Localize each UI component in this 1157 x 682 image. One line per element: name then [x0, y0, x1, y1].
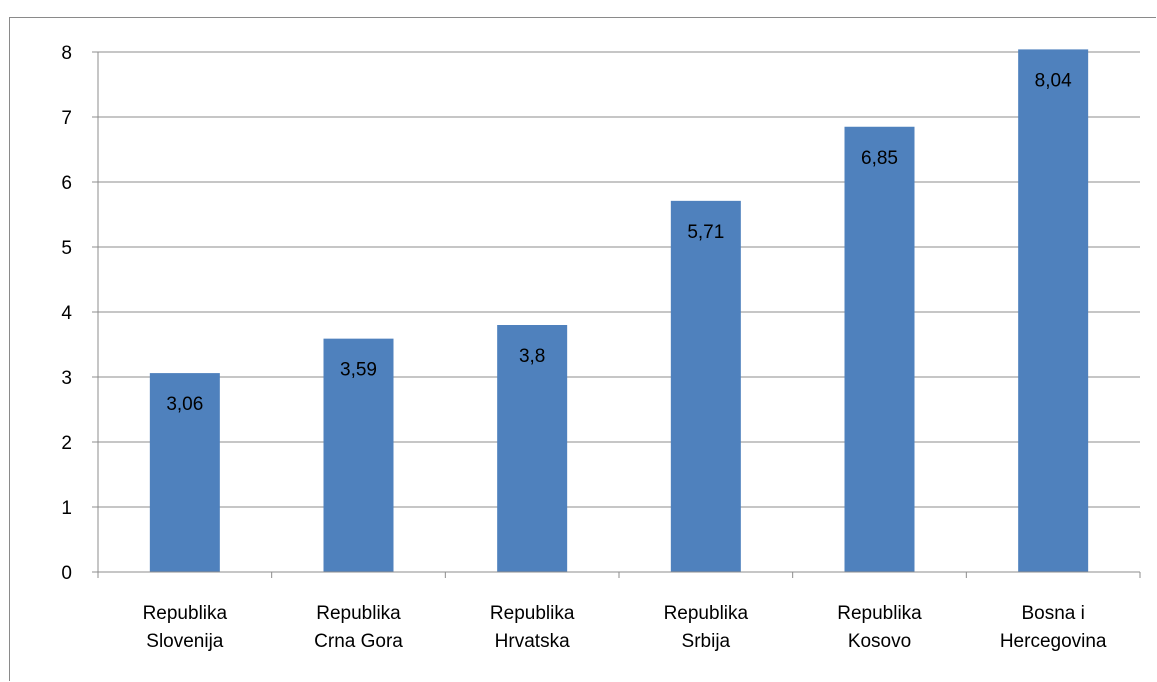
category-label: Bosna i — [1021, 603, 1084, 624]
y-tick-label: 6 — [61, 173, 72, 194]
y-tick-label: 4 — [61, 303, 72, 324]
category-label: Republika — [316, 603, 401, 624]
category-label: Srbija — [682, 631, 731, 652]
category-label: Republika — [143, 603, 228, 624]
data-label: 8,04 — [1035, 70, 1072, 91]
bar — [845, 127, 915, 572]
y-tick-label: 5 — [61, 238, 72, 259]
data-label: 5,71 — [687, 222, 724, 243]
category-label: Republika — [490, 603, 575, 624]
category-label: Republika — [837, 603, 922, 624]
category-label: Crna Gora — [314, 631, 403, 652]
bar — [671, 201, 741, 572]
category-label: Kosovo — [848, 631, 911, 652]
category-label: Hercegovina — [1000, 631, 1107, 652]
category-label: Hrvatska — [495, 631, 570, 652]
y-tick-label: 2 — [61, 433, 72, 454]
y-tick-label: 3 — [61, 368, 72, 389]
category-label: Republika — [664, 603, 749, 624]
y-tick-label: 1 — [61, 498, 72, 519]
y-tick-label: 7 — [61, 108, 72, 129]
axes — [92, 52, 1140, 578]
data-label: 3,59 — [340, 360, 377, 381]
bars — [150, 49, 1088, 572]
y-tick-label: 8 — [61, 43, 72, 64]
bar — [1018, 49, 1088, 572]
category-label: Slovenija — [146, 631, 224, 652]
data-label: 3,06 — [166, 394, 203, 415]
gridlines — [98, 52, 1140, 507]
data-label: 3,8 — [519, 346, 545, 367]
y-tick-label: 0 — [61, 563, 72, 584]
data-label: 6,85 — [861, 148, 898, 169]
